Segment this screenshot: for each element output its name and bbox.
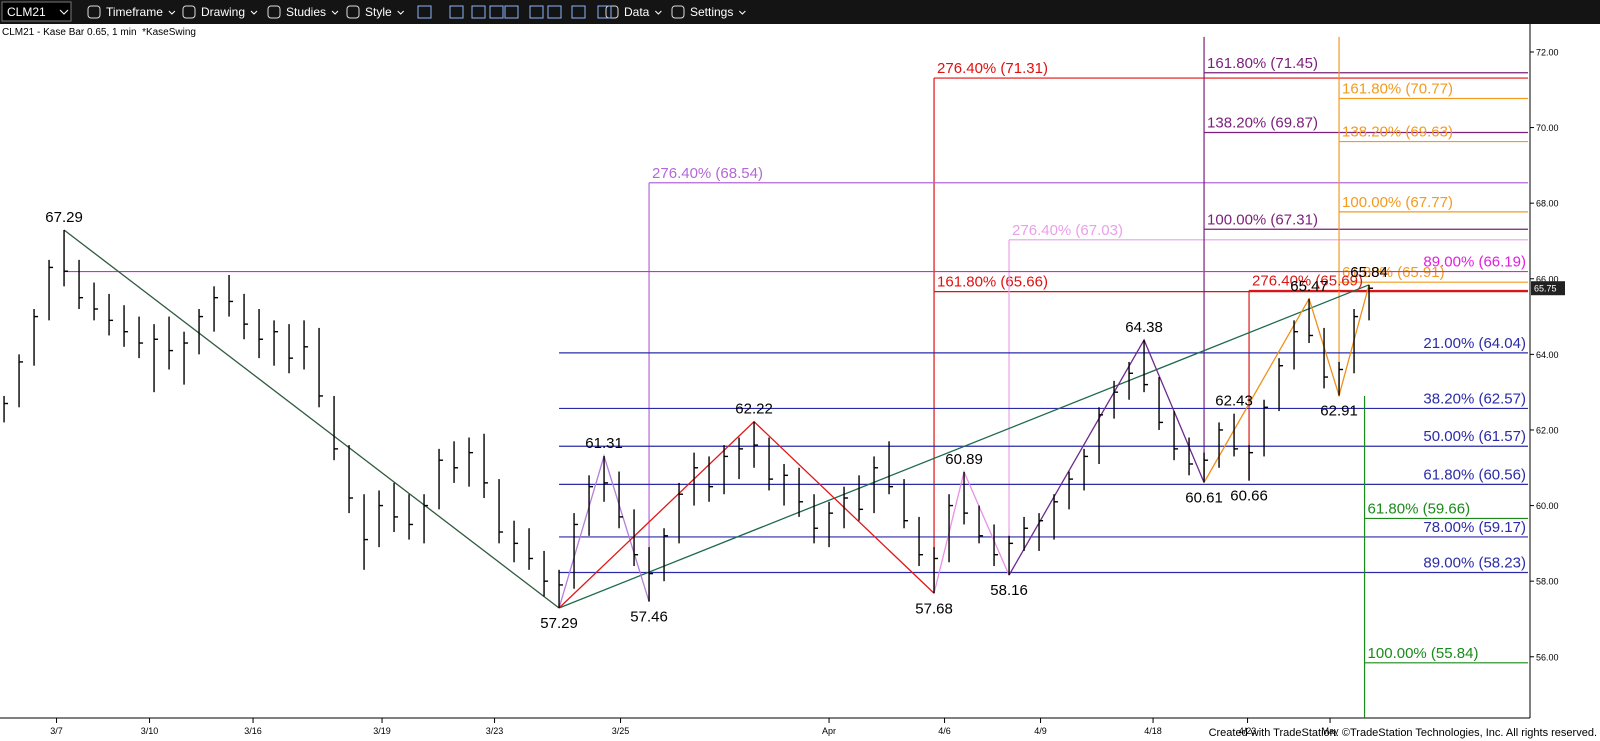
- fib-label: 276.40% (67.03): [1012, 222, 1123, 239]
- toolbar-icon[interactable]: [547, 5, 562, 19]
- fib-label: 78.00% (59.17): [1423, 519, 1526, 536]
- swing-label: 57.46: [630, 609, 668, 626]
- fib-label: 100.00% (55.84): [1368, 645, 1479, 662]
- toolbar-icon[interactable]: [529, 5, 544, 19]
- y-tick-label: 64.00: [1536, 350, 1559, 360]
- dropdown-icon: [59, 9, 69, 15]
- toolbar-icon: [346, 5, 360, 19]
- swing-label: 67.29: [45, 209, 83, 226]
- swing-label: 57.29: [540, 615, 578, 632]
- toolbar-button[interactable]: Settings: [690, 5, 733, 19]
- swing-line: [558, 284, 1370, 609]
- dropdown-icon: [739, 10, 746, 15]
- toolbar-button[interactable]: Style: [365, 5, 392, 19]
- toolbar-icon[interactable]: [471, 5, 486, 19]
- fib-label: 276.40% (65.69): [1252, 272, 1363, 289]
- fib-label: 21.00% (64.04): [1423, 335, 1526, 352]
- toolbar-button[interactable]: Timeframe: [106, 5, 163, 19]
- swing-line: [63, 229, 560, 609]
- symbol-box[interactable]: [1, 1, 72, 22]
- fib-label: 276.40% (68.54): [652, 165, 763, 182]
- fib-label: 38.20% (62.57): [1423, 390, 1526, 407]
- swing-label: 65.47: [1290, 278, 1328, 295]
- swing-label: 57.68: [915, 600, 953, 617]
- swing-line: [1203, 284, 1370, 483]
- fib-label: 161.80% (70.77): [1342, 80, 1453, 97]
- chart-title: CLM21 - Kase Bar 0.65, 1 min *KaseSwing: [2, 27, 196, 38]
- toolbar-icon[interactable]: [504, 5, 519, 19]
- x-tick-label: 3/19: [373, 726, 391, 736]
- fib-label: 100.00% (67.31): [1207, 211, 1318, 228]
- toolbar-button[interactable]: Drawing: [201, 5, 245, 19]
- toolbar-icon[interactable]: [597, 5, 612, 19]
- toolbar-icon: [605, 5, 619, 19]
- y-tick-label: 68.00: [1536, 199, 1559, 209]
- footer: Created with TradeStation. ©TradeStation…: [1209, 727, 1597, 739]
- toolbar-icon: [671, 5, 685, 19]
- swing-label: 62.91: [1320, 403, 1358, 420]
- x-tick-label: 3/7: [50, 726, 63, 736]
- fib-label: 89.00% (58.23): [1423, 554, 1526, 571]
- x-tick-label: 3/16: [244, 726, 262, 736]
- symbol: CLM21: [7, 5, 46, 19]
- dropdown-icon: [250, 10, 258, 15]
- toolbar-button[interactable]: Studies: [286, 5, 326, 19]
- fib-label: 138.20% (69.87): [1207, 114, 1318, 131]
- x-tick-label: 4/23: [1239, 726, 1257, 736]
- y-tick-label: 56.00: [1536, 652, 1559, 662]
- swing-label: 60.89: [945, 451, 983, 468]
- y-tick-label: 60.00: [1536, 501, 1559, 511]
- y-tick-label: 62.00: [1536, 425, 1559, 435]
- toolbar-icon[interactable]: [571, 5, 586, 19]
- fib-label: 61.80% (65.91): [1342, 264, 1445, 281]
- swing-label: 62.43: [1215, 393, 1253, 410]
- fib-label: 61.80% (59.66): [1368, 500, 1471, 517]
- dropdown-icon: [168, 10, 176, 15]
- dropdown-icon: [655, 10, 662, 15]
- toolbar-icon: [182, 5, 196, 19]
- x-tick-label: 4/6: [938, 726, 951, 736]
- fib-label: 50.00% (61.57): [1423, 428, 1526, 445]
- y-tick-label: 66.00: [1536, 274, 1559, 284]
- swing-label: 60.66: [1230, 488, 1268, 505]
- y-tick-label: 70.00: [1536, 123, 1559, 133]
- toolbar: [0, 0, 1600, 24]
- dropdown-icon: [331, 10, 339, 15]
- last-price-label: 65.75: [1534, 284, 1557, 294]
- dropdown-icon: [397, 10, 405, 15]
- x-tick-label: 3/10: [141, 726, 159, 736]
- swing-label: 62.22: [735, 401, 773, 418]
- x-tick-label: 4/9: [1034, 726, 1047, 736]
- y-tick-label: 58.00: [1536, 577, 1559, 587]
- x-tick-label: May: [1322, 726, 1340, 736]
- swing-line: [1008, 338, 1205, 576]
- fib-label: 276.40% (71.31): [937, 60, 1048, 77]
- swing-label: 65.84: [1350, 264, 1388, 281]
- toolbar-icon[interactable]: [417, 5, 432, 19]
- toolbar-button[interactable]: Data: [624, 5, 650, 19]
- swing-label: 60.61: [1185, 490, 1223, 507]
- fib-label: 100.00% (67.77): [1342, 194, 1453, 211]
- x-tick-label: 3/23: [486, 726, 504, 736]
- swing-label: 58.16: [990, 582, 1028, 599]
- fib-label: 161.80% (65.66): [937, 274, 1048, 291]
- toolbar-icon[interactable]: [449, 5, 464, 19]
- toolbar-icon[interactable]: [489, 5, 504, 19]
- last-price-box: [1531, 281, 1565, 296]
- x-tick-label: Apr: [822, 726, 836, 736]
- swing-label: 61.31: [585, 435, 623, 452]
- toolbar-icon: [267, 5, 281, 19]
- fib-label: 138.20% (69.63): [1342, 124, 1453, 141]
- y-tick-label: 72.00: [1536, 47, 1559, 57]
- fib-label: 89.00% (66.19): [1423, 254, 1526, 271]
- swing-line: [933, 469, 1010, 594]
- x-tick-label: 4/18: [1144, 726, 1162, 736]
- toolbar-icon: [87, 5, 101, 19]
- fib-label: 161.80% (71.45): [1207, 55, 1318, 72]
- fib-label: 61.80% (60.56): [1423, 466, 1526, 483]
- swing-label: 64.38: [1125, 319, 1163, 336]
- x-tick-label: 3/25: [612, 726, 630, 736]
